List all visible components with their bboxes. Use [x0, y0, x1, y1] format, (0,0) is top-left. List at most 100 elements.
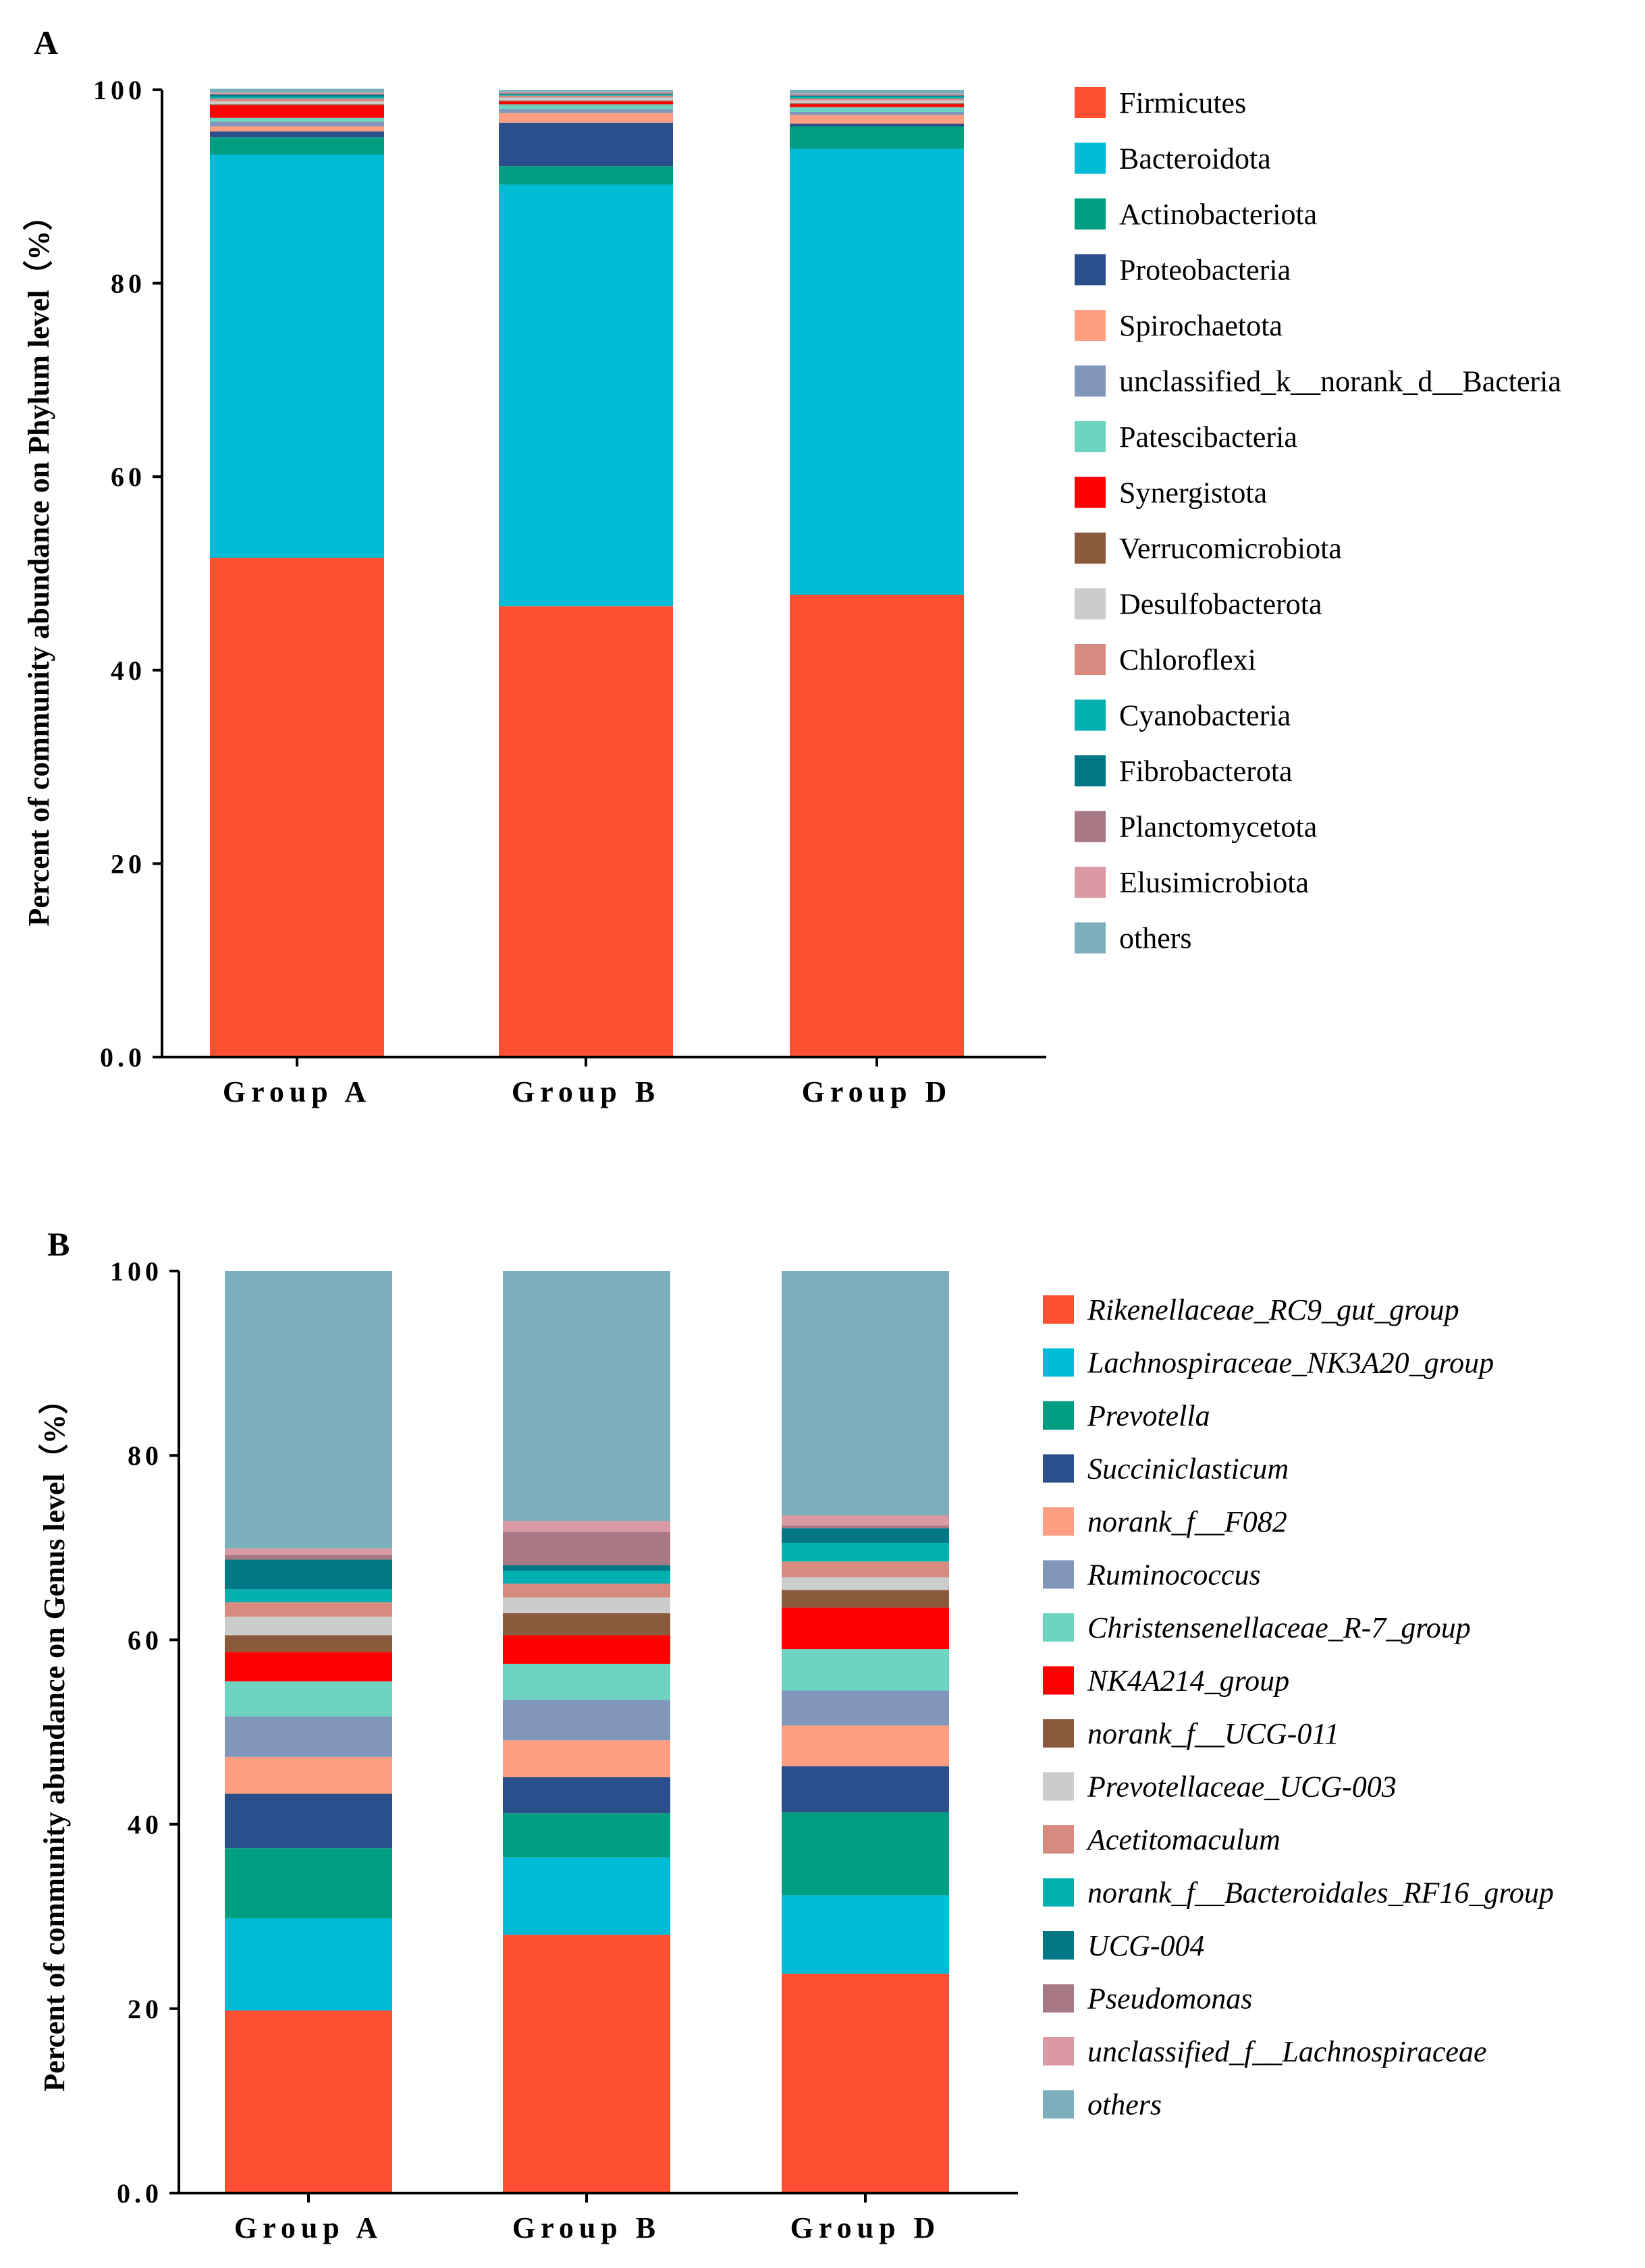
- legend-label-b-10: Acetitomaculum: [1085, 1823, 1280, 1856]
- legend-swatch-a-8: [1075, 533, 1106, 564]
- bar-segment-b-1-1: [503, 1857, 670, 1935]
- panel-b-legend: Rikenellaceae_RC9_gut_group Lachnospirace…: [1043, 1293, 1554, 2122]
- legend-label-b-14: unclassified_f__Lachnospiraceae: [1087, 2035, 1487, 2068]
- legend-label-b-15: others: [1087, 2088, 1162, 2122]
- bar-segment-a-0-2: [210, 137, 384, 155]
- panel-a-letter: A: [34, 24, 58, 61]
- y-tick-label-a-5: 100: [93, 75, 146, 105]
- bar-segment-b-0-1: [225, 1918, 392, 2011]
- legend-label-b-2: Prevotella: [1087, 1399, 1210, 1432]
- bar-segment-b-2-10: [782, 1561, 949, 1577]
- legend-swatch-b-8: [1043, 1719, 1074, 1748]
- legend-label-b-11: norank_f__Bacteroidales_RF16_group: [1087, 1877, 1554, 1910]
- bar-segment-a-1-5: [499, 109, 673, 113]
- bar-segment-a-0-3: [210, 131, 384, 138]
- legend-label-b-4: norank_f__F082: [1087, 1505, 1287, 1538]
- legend-label-a-11: Cyanobacteria: [1119, 699, 1291, 732]
- bar-segment-b-1-10: [503, 1584, 670, 1598]
- y-tick-label-a-3: 60: [111, 462, 146, 492]
- bar-segment-b-2-7: [782, 1607, 949, 1650]
- y-tick-label-b-2: 40: [128, 1810, 163, 1840]
- bar-segment-b-2-14: [782, 1515, 949, 1526]
- legend-label-a-13: Planctomycetota: [1119, 811, 1317, 844]
- bar-segment-b-0-0: [225, 2010, 392, 2193]
- legend-swatch-a-11: [1075, 699, 1106, 731]
- bar-segment-b-1-3: [503, 1777, 670, 1814]
- bar-segment-a-1-9: [499, 97, 673, 101]
- y-tick-label-a-1: 20: [111, 848, 146, 879]
- bar-segment-b-1-2: [503, 1813, 670, 1858]
- legend-label-a-3: Proteobacteria: [1119, 254, 1291, 287]
- panel-a-y-ticks: 0.0 20 40 60 80 100: [93, 75, 162, 1073]
- bar-segment-a-0-8: [210, 104, 384, 105]
- bar-segment-b-1-4: [503, 1740, 670, 1777]
- bar-segment-b-2-4: [782, 1725, 949, 1766]
- bar-segment-b-1-5: [503, 1700, 670, 1741]
- legend-label-a-0: Firmicutes: [1119, 86, 1246, 119]
- bar-segment-a-0-5: [210, 122, 384, 127]
- bar-segment-b-0-8: [225, 1635, 392, 1652]
- x-tick-label-b-1: Group B: [512, 2211, 661, 2244]
- bar-segment-a-2-5: [790, 111, 964, 115]
- y-tick-label-b-4: 80: [128, 1440, 163, 1471]
- legend-label-a-1: Bacteroidota: [1119, 142, 1271, 176]
- legend-label-b-13: Pseudomonas: [1087, 1982, 1252, 2016]
- bar-segment-b-0-15: [225, 1271, 392, 1549]
- bar-segment-b-0-7: [225, 1652, 392, 1681]
- bar-segment-a-0-12: [210, 94, 384, 97]
- legend-label-b-5: Ruminococcus: [1087, 1559, 1261, 1592]
- bar-segment-a-1-3: [499, 122, 673, 167]
- legend-swatch-a-15: [1075, 922, 1106, 954]
- legend-label-b-8: norank_f__UCG-011: [1087, 1717, 1339, 1750]
- bar-segment-b-2-0: [782, 1973, 949, 2193]
- bar-segment-b-1-7: [503, 1635, 670, 1664]
- bar-segment-b-1-11: [503, 1570, 670, 1584]
- y-tick-label-a-0: 0.0: [100, 1042, 146, 1073]
- legend-swatch-a-5: [1075, 365, 1106, 397]
- bar-segment-b-2-5: [782, 1690, 949, 1726]
- bar-segment-a-0-15: [210, 88, 384, 93]
- legend-label-b-9: Prevotellaceae_UCG-003: [1087, 1771, 1397, 1804]
- legend-label-b-7: NK4A214_group: [1087, 1665, 1289, 1698]
- legend-swatch-a-12: [1075, 755, 1106, 786]
- legend-label-a-8: Verrucomicrobiota: [1119, 532, 1342, 565]
- bar-segment-a-0-10: [210, 98, 384, 102]
- legend-swatch-a-13: [1075, 811, 1106, 842]
- bar-segment-a-2-1: [790, 148, 964, 595]
- legend-swatch-a-9: [1075, 588, 1106, 620]
- legend-swatch-b-9: [1043, 1772, 1074, 1801]
- bar-segment-b-2-11: [782, 1542, 949, 1562]
- bar-segment-b-2-6: [782, 1649, 949, 1691]
- bar-segment-b-1-15: [503, 1271, 670, 1521]
- bar-segment-a-1-15: [499, 90, 673, 92]
- legend-label-a-10: Chloroflexi: [1119, 643, 1256, 676]
- x-tick-label-a-1: Group B: [512, 1075, 660, 1108]
- panel-a-legend: Firmicutes Bacteroidota Actinobacteriota Pr…: [1075, 86, 1561, 955]
- bar-segment-a-2-9: [790, 100, 964, 104]
- y-tick-label-b-5: 100: [110, 1256, 163, 1287]
- bar-segment-a-1-10: [499, 95, 673, 98]
- legend-swatch-b-4: [1043, 1507, 1074, 1536]
- panel-a-bars: [210, 88, 964, 1057]
- bar-segment-b-0-6: [225, 1681, 392, 1717]
- legend-swatch-a-0: [1075, 87, 1106, 118]
- legend-swatch-a-1: [1075, 142, 1106, 174]
- bar-segment-b-0-2: [225, 1848, 392, 1918]
- bar-segment-b-0-13: [225, 1555, 392, 1560]
- bar-segment-b-1-9: [503, 1597, 670, 1613]
- legend-swatch-b-2: [1043, 1401, 1074, 1430]
- legend-swatch-b-1: [1043, 1348, 1074, 1377]
- bar-segment-b-1-0: [503, 1935, 670, 2193]
- legend-label-a-7: Synergistota: [1119, 477, 1267, 510]
- legend-swatch-b-5: [1043, 1560, 1074, 1589]
- bar-segment-a-0-1: [210, 155, 384, 558]
- bar-segment-b-2-2: [782, 1812, 949, 1895]
- panel-a-phylum-chart: A Percent of community abundance on Phyl…: [22, 24, 1561, 1108]
- bar-segment-b-1-12: [503, 1565, 670, 1571]
- y-tick-label-a-4: 80: [111, 269, 146, 299]
- legend-swatch-b-3: [1043, 1454, 1074, 1483]
- bar-segment-b-2-8: [782, 1590, 949, 1608]
- panel-b-bars: [225, 1271, 949, 2193]
- y-tick-label-b-0: 0.0: [117, 2178, 163, 2209]
- x-tick-label-a-2: Group D: [802, 1075, 952, 1108]
